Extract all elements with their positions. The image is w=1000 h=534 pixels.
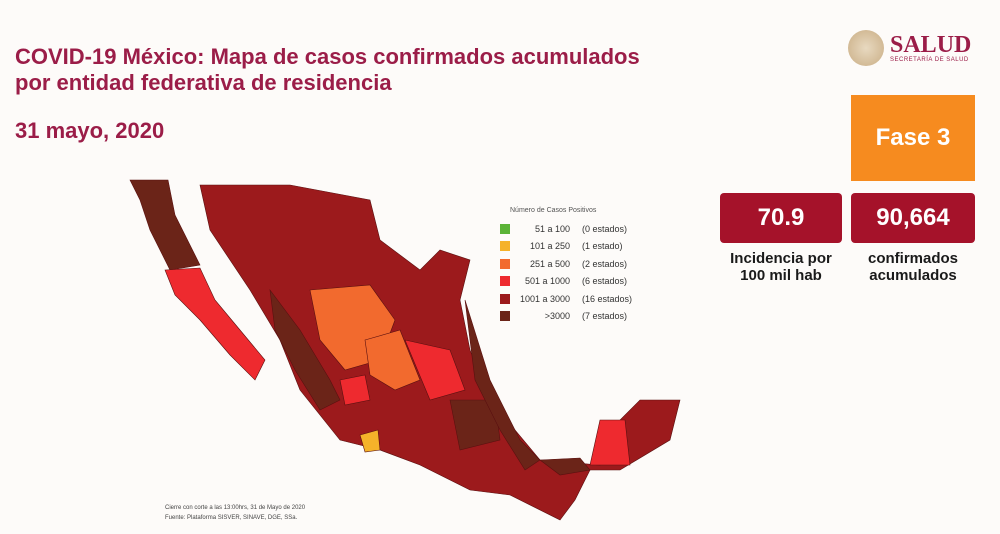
legend-range: 51 a 100 [534,223,570,234]
title-line2: por entidad federativa de residencia [15,70,392,95]
legend-count: (1 estado) [582,241,623,252]
legend-swatch [500,293,510,304]
legend-count: (6 estados) [582,276,628,287]
title-line1: COVID-19 México: Mapa de casos confirmad… [15,44,640,69]
caption-line: acumulados [869,267,957,284]
state-san-luis-potosi [404,339,466,401]
caption-line: 100 mil hab [740,267,822,284]
state-nayarit [339,374,371,406]
salud-logo: SALUD SECRETARÍA DE SALUD [848,30,971,66]
legend-swatch [500,258,510,269]
footer: Cierre con corte a las 13:00hrs, 31 de M… [165,503,305,523]
legend-count: (2 estados) [582,258,628,269]
legend-swatch [500,241,510,252]
state-cdmx-region [449,399,501,451]
state-baja-california-sur [164,267,266,381]
legend-item: 51 a 100 (0 estados) [500,220,632,238]
state-sinaloa [269,288,341,411]
state-colima [359,429,381,453]
legend-title: Número de Casos Positivos [510,207,597,214]
legend-item: >3000 (7 estados) [500,308,632,326]
legend-item: 501 a 1000 (6 estados) [500,273,632,291]
state-campeche [589,419,631,466]
footer-source: Fuente: Plataforma SISVER, SINAVE, DGE, … [165,515,298,521]
state-tabasco [539,457,591,476]
state-veracruz [464,299,541,471]
legend-range: 251 a 500 [529,258,570,269]
legend-item: 1001 a 3000 (16 estados) [500,290,632,308]
legend-swatch [500,311,510,322]
legend-count: (16 estados) [582,293,633,304]
state-baja-california [129,179,201,271]
state-zacatecas [364,329,421,391]
logo-name: SALUD [890,32,972,58]
legend-item: 101 a 250 (1 estado) [500,238,632,256]
footer-cutoff: Cierre con corte a las 13:00hrs, 31 de M… [165,505,306,511]
legend-range: 501 a 1000 [524,276,570,287]
incidence-caption: Incidencia por 100 mil hab [720,250,842,284]
phase-badge: Fase 3 [851,95,975,181]
confirmed-value: 90,664 [851,193,975,243]
date: 31 mayo, 2020 [15,118,165,143]
legend-count: (0 estados) [582,223,628,234]
confirmed-caption: confirmados acumulados [851,250,975,284]
legend-range: >3000 [544,311,570,322]
logo-subtitle: SECRETARÍA DE SALUD [890,57,969,63]
legend-range: 1001 a 3000 [519,293,570,304]
seal-icon [848,30,884,66]
legend-item: 251 a 500 (2 estados) [500,255,632,273]
incidence-value: 70.9 [720,193,842,243]
legend-count: (7 estados) [582,311,628,322]
legend-swatch [500,223,510,234]
caption-line: Incidencia por [730,250,832,267]
legend-range: 101 a 250 [529,241,570,252]
legend-swatch [500,276,510,287]
caption-line: confirmados [867,250,958,267]
legend: Número de Casos Positivos 51 a 100 (0 est… [500,207,632,325]
